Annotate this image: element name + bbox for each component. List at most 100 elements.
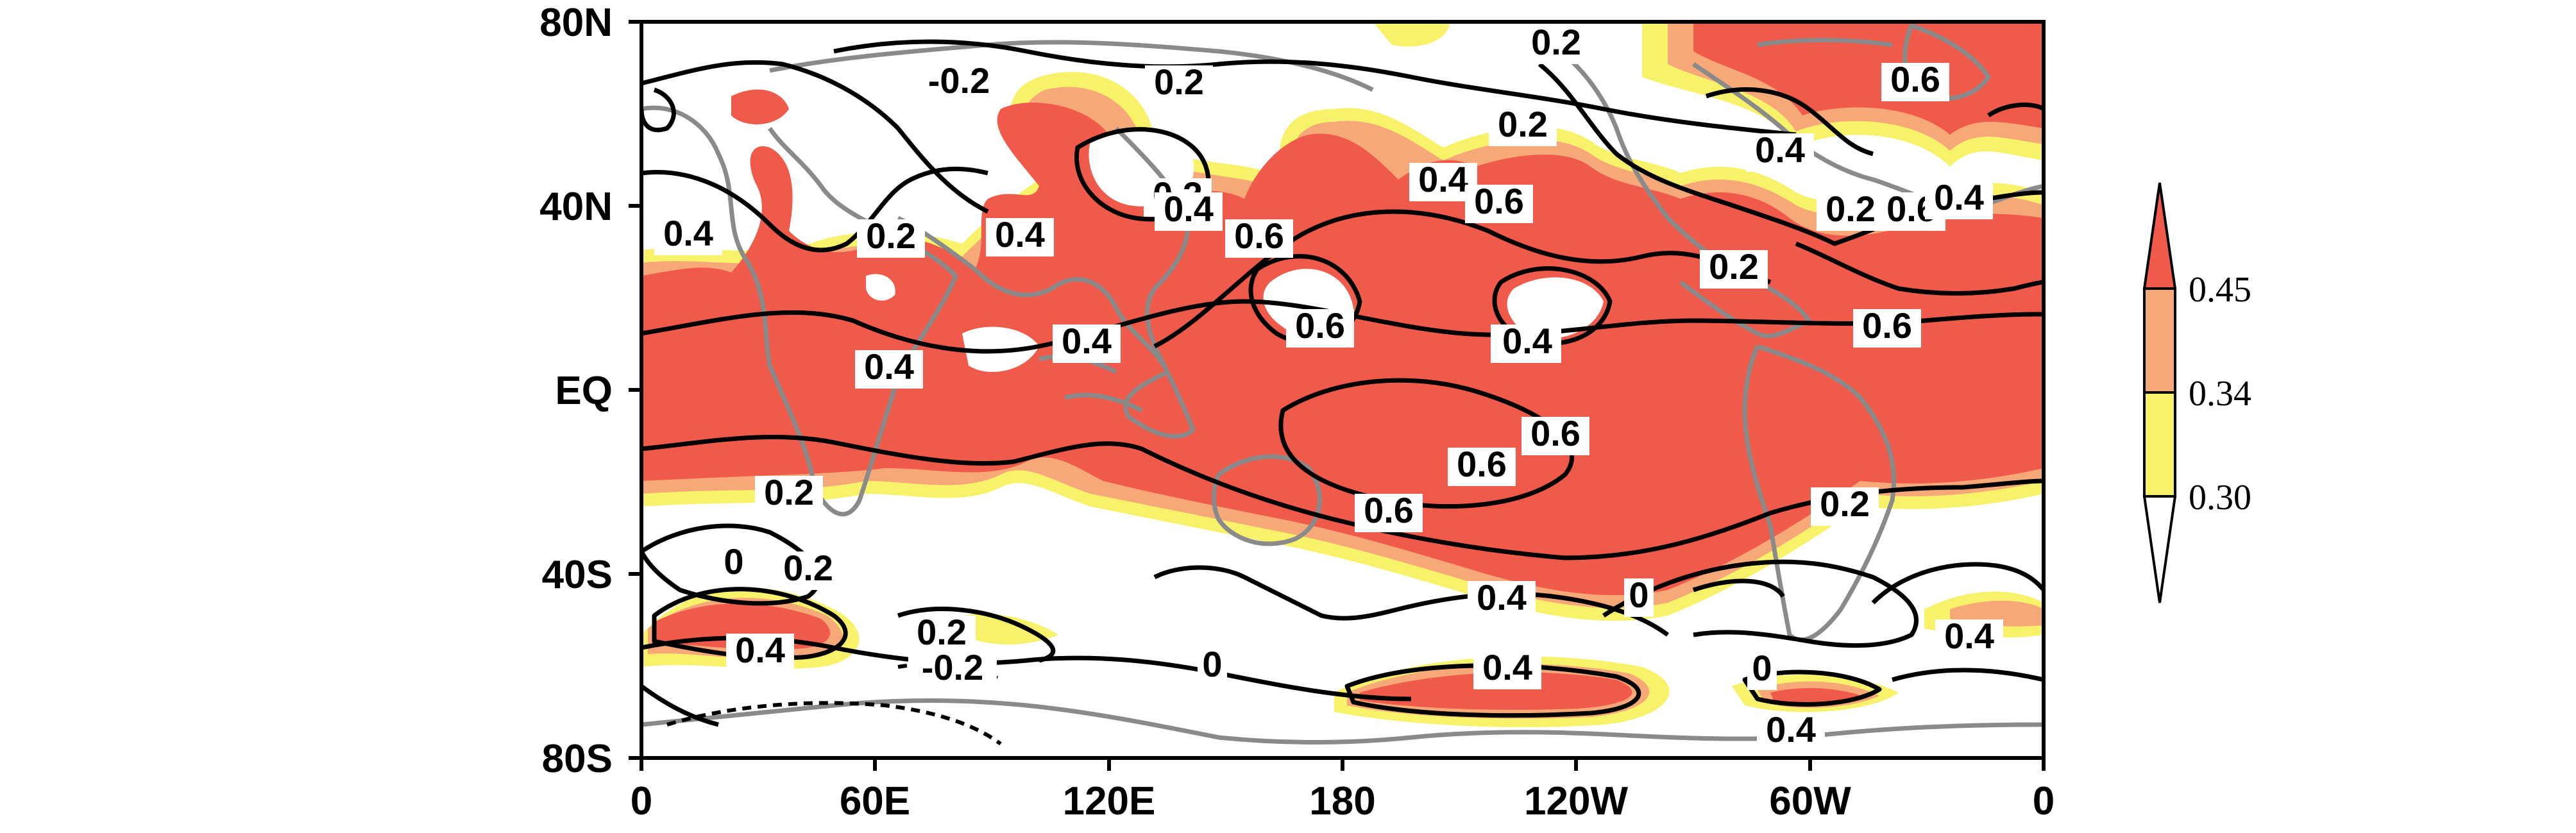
contour-label: 0.2 [1700, 246, 1768, 289]
contour-label-text: 0.2 [866, 215, 916, 256]
contour-label-text: 0.6 [1457, 444, 1507, 484]
contour-label-text: 0.4 [1482, 647, 1532, 687]
contour-label-box [1881, 63, 1949, 101]
contour-label-box [1935, 619, 2003, 658]
x-tick-180: 180 [1309, 779, 1375, 823]
contour-label-text: -0.2 [928, 60, 990, 101]
coast-australia [1212, 454, 1322, 546]
contour-label-box [1811, 487, 1879, 526]
contour-label-text: 0.4 [1062, 321, 1112, 361]
contour-label-text: 0.4 [864, 346, 914, 387]
contour-label: 0.6 [1881, 59, 1949, 101]
contour-label-text: 0.6 [1474, 181, 1524, 221]
contour-label-box [908, 616, 976, 654]
contour-label: 0.2 [1811, 484, 1879, 526]
contour-label: 0.4 [855, 346, 923, 389]
contour-label: 0.2 [857, 215, 925, 258]
contour-label-box [1473, 651, 1541, 689]
contour-label-box [1225, 219, 1293, 258]
contour-label-box [1155, 192, 1223, 231]
contour-label-text: 0.2 [764, 472, 814, 512]
shading-layer [641, 22, 2044, 758]
colorbar-label-045: 0.45 [2189, 270, 2251, 310]
contour-lines [641, 39, 2044, 727]
contour-label: 0.2 [1817, 189, 1885, 231]
contour-label: 0.6 [1225, 215, 1293, 258]
x-tick-120w: 120W [1524, 779, 1628, 823]
y-tick-eq: EQ [555, 369, 613, 413]
contour-label: 0.4 [1925, 177, 1993, 219]
contour-label-text: 0.4 [1766, 709, 1816, 750]
contour-label-text: 0.2 [1498, 104, 1548, 144]
contour-label-text: 0.6 [1234, 215, 1284, 256]
contour-label-box [1465, 185, 1533, 223]
x-tick-0: 0 [631, 779, 652, 823]
contour-label-box [1757, 713, 1825, 752]
contour-label-text: 0.2 [783, 548, 833, 588]
contour-label: 0.4 [1468, 577, 1536, 619]
contour-label-box [1746, 133, 1814, 172]
contour-label-text: 0.4 [995, 214, 1045, 255]
contour-label-box [1448, 448, 1516, 486]
contour-label-text: 0.6 [1530, 413, 1580, 453]
contour-label: 0 [1198, 644, 1227, 686]
contour-label: 0.4 [1746, 130, 1814, 172]
contour-label: 0.4 [1053, 321, 1121, 363]
contour-label-text: 0.6 [1890, 59, 1940, 99]
contour-label-box [1700, 250, 1768, 289]
colorbar-label-034: 0.34 [2189, 374, 2251, 414]
contour-label: 0.2 [774, 548, 842, 590]
contour-labels: 0.2-0.20.20.20.60.20.40.20.20.40.40.40.6… [654, 22, 2003, 752]
contour-label-text: 0.6 [1295, 305, 1345, 346]
contour-label-text: 0.6 [1364, 490, 1414, 530]
x-tick-60e: 60E [840, 779, 910, 823]
colorbar-seg-045 [2143, 287, 2176, 394]
contour-label: 0.6 [1521, 413, 1589, 455]
contour-label-box [1489, 108, 1557, 146]
contour-label-box [1817, 192, 1885, 231]
contour-label-box [755, 476, 823, 514]
contour-label: 0.4 [986, 214, 1054, 257]
contour-label: 0 [719, 541, 749, 584]
coast-east-asia [1114, 126, 1191, 348]
contour-label-text: 0.2 [1531, 22, 1581, 62]
contour-label-box [986, 218, 1054, 257]
contour-label-text: 0.4 [1164, 189, 1214, 229]
contour-label-box [1747, 652, 1777, 690]
contour-label: 0.6 [1355, 490, 1423, 532]
contour-label-box [774, 551, 842, 590]
continents [641, 23, 2044, 745]
contour-label-box [719, 545, 749, 584]
x-tick-60w: 60W [1769, 779, 1851, 823]
contour-label-box [855, 350, 923, 389]
contour-label: 0.2 [755, 472, 823, 514]
contour-label: 0.4 [1935, 616, 2003, 658]
contour-label-text: 0.4 [1934, 177, 1984, 217]
contour-label-text: 0 [1752, 648, 1772, 688]
x-tick-labels: 0 60E 120E 180 120W 60W 0 [631, 779, 2055, 823]
contour-label: 0.4 [1155, 189, 1223, 231]
contour-label-box [915, 64, 1003, 103]
y-tick-80s: 80S [542, 737, 613, 781]
contour-label: 0.2 [1145, 62, 1213, 104]
contour-label-text: 0.2 [1709, 246, 1759, 287]
contour-label-text: 0.4 [1755, 130, 1805, 170]
contour-label-box [1521, 417, 1589, 455]
contour-label-box [654, 217, 722, 255]
contour-label: 0.2 [1489, 104, 1557, 146]
contour-label: 0.4 [726, 630, 794, 672]
contour-label-box [1355, 494, 1423, 532]
contour-label-text: 0.4 [1502, 321, 1552, 361]
contour-label-box [1053, 324, 1121, 363]
contour-label: 0.4 [1473, 647, 1541, 689]
y-tick-40n: 40N [539, 185, 613, 229]
contour-label-text: 0.4 [1418, 159, 1468, 199]
contour-label-text: 0.2 [917, 612, 967, 652]
contour-label: 0.2 [908, 612, 976, 654]
y-tick-labels: 80N 40N EQ 40S 80S [539, 1, 613, 781]
contour-label: 0.6 [1853, 305, 1921, 348]
contour-label-text: 0.2 [1154, 62, 1204, 102]
contour-label: 0.6 [1465, 181, 1533, 223]
contour-label-text: 0 [1202, 644, 1222, 684]
